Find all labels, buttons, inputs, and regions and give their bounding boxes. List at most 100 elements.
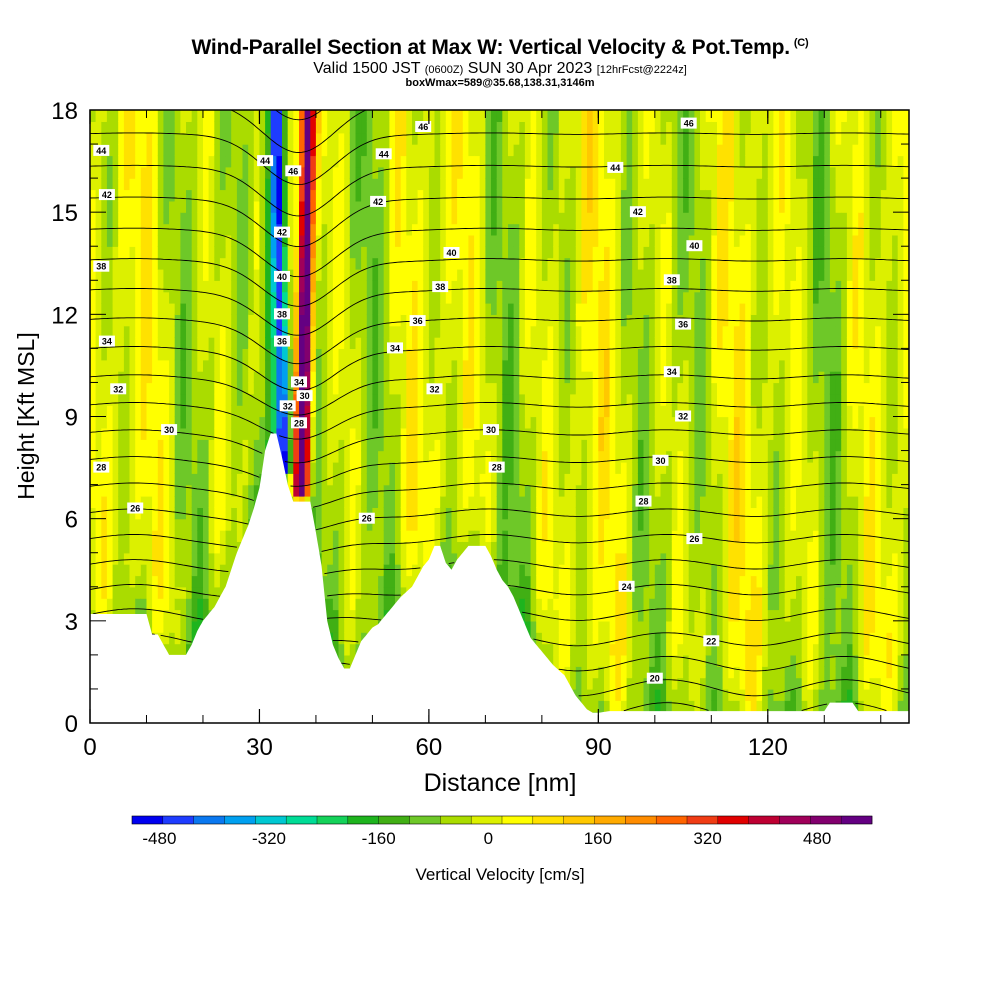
velocity-cell [474, 291, 481, 304]
velocity-cell [338, 609, 345, 622]
velocity-cell [174, 314, 181, 327]
velocity-cell [445, 303, 452, 315]
velocity-cell [457, 473, 464, 486]
velocity-cell [378, 121, 385, 134]
velocity-cell [231, 416, 238, 429]
velocity-cell [564, 382, 571, 395]
velocity-cell [287, 325, 294, 338]
velocity-cell [123, 268, 131, 281]
velocity-cell [524, 382, 532, 395]
velocity-cell [259, 314, 266, 327]
velocity-cell [140, 416, 147, 429]
velocity-cell [242, 223, 249, 236]
velocity-cell [191, 234, 198, 247]
velocity-cell [191, 450, 198, 463]
velocity-cell [186, 246, 193, 259]
velocity-cell [327, 507, 334, 520]
velocity-cell [304, 178, 311, 191]
velocity-cell [180, 564, 187, 577]
velocity-cell [479, 268, 486, 281]
velocity-cell [445, 416, 452, 429]
velocity-cell [90, 382, 97, 395]
velocity-cell [361, 110, 368, 122]
velocity-cell [219, 132, 227, 145]
velocity-cell [406, 405, 413, 418]
velocity-cell [287, 121, 294, 134]
velocity-cell [598, 200, 605, 213]
velocity-cell [203, 110, 210, 122]
velocity-cell [383, 268, 390, 281]
velocity-cell [496, 144, 503, 157]
velocity-cell [186, 178, 193, 191]
velocity-cell [570, 473, 577, 486]
velocity-cell [440, 359, 447, 372]
velocity-cell [304, 166, 311, 179]
velocity-cell [321, 200, 328, 213]
velocity-cell [530, 212, 537, 225]
velocity-cell [440, 405, 447, 418]
velocity-cell [604, 371, 611, 384]
velocity-cell [236, 257, 244, 270]
velocity-cell [581, 416, 588, 429]
velocity-cell [445, 212, 452, 225]
velocity-cell [118, 564, 125, 577]
velocity-cell [457, 359, 464, 372]
velocity-cell [434, 121, 441, 134]
velocity-cell [248, 461, 255, 474]
velocity-cell [338, 110, 345, 122]
velocity-cell [592, 609, 599, 622]
velocity-cell [417, 530, 424, 542]
velocity-cell [389, 268, 396, 281]
velocity-cell [581, 575, 588, 588]
velocity-cell [457, 496, 464, 508]
velocity-cell [276, 371, 283, 384]
velocity-cell [253, 212, 260, 225]
velocity-cell [468, 496, 475, 508]
velocity-cell [428, 541, 436, 554]
velocity-cell [118, 496, 125, 508]
velocity-cell [315, 212, 323, 225]
velocity-cell [197, 586, 204, 599]
velocity-cell [423, 144, 430, 157]
velocity-cell [344, 257, 351, 270]
velocity-cell [541, 461, 549, 474]
velocity-cell [581, 688, 588, 701]
velocity-cell [468, 166, 475, 179]
velocity-cell [135, 155, 142, 168]
velocity-cell [112, 371, 119, 384]
velocity-cell [270, 325, 277, 338]
velocity-cell [197, 166, 204, 179]
velocity-cell [219, 178, 227, 191]
velocity-cell [225, 325, 232, 338]
velocity-cell [135, 473, 142, 486]
velocity-cell [270, 132, 277, 145]
velocity-cell [389, 393, 396, 406]
velocity-cell [304, 439, 311, 452]
velocity-cell [558, 450, 565, 463]
velocity-cell [293, 484, 300, 497]
velocity-cell [276, 212, 283, 225]
velocity-cell [513, 178, 520, 191]
velocity-cell [253, 416, 260, 429]
velocity-cell [536, 518, 543, 531]
velocity-cell [479, 178, 486, 191]
velocity-cell [434, 450, 441, 463]
velocity-cell [581, 654, 588, 667]
velocity-cell [412, 144, 419, 157]
velocity-cell [558, 654, 565, 667]
velocity-cell [508, 575, 515, 588]
velocity-cell [564, 609, 571, 622]
velocity-cell [157, 291, 164, 304]
velocity-cell [592, 507, 599, 520]
velocity-cell [95, 484, 102, 497]
velocity-cell [203, 359, 210, 372]
velocity-cell [174, 586, 181, 599]
velocity-cell [332, 144, 340, 157]
velocity-cell [327, 359, 334, 372]
velocity-cell [592, 325, 599, 338]
velocity-cell [248, 155, 255, 168]
velocity-cell [135, 110, 142, 122]
velocity-cell [400, 200, 407, 213]
velocity-cell [440, 291, 447, 304]
velocity-cell [451, 541, 458, 554]
